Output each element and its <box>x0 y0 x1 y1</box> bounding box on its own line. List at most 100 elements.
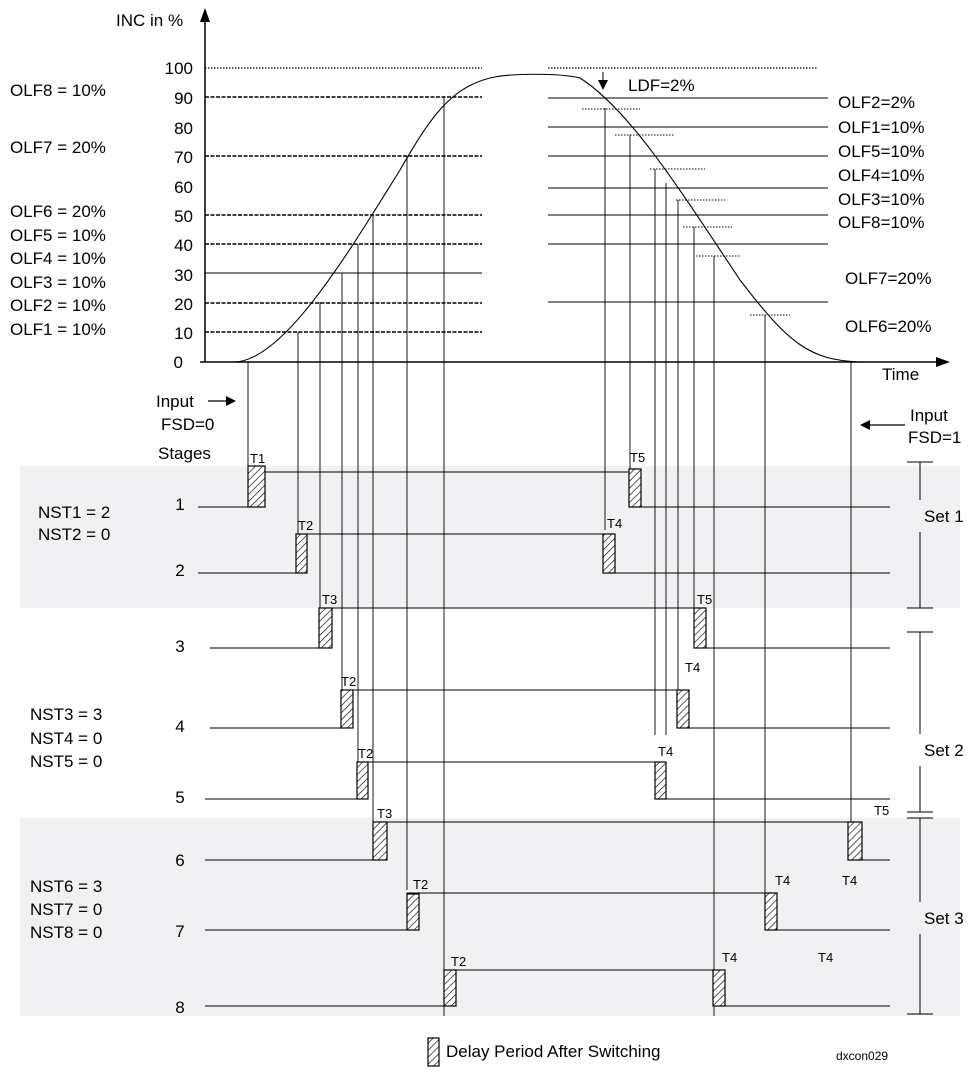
ldf-arrow-head <box>598 80 608 90</box>
olf8-right: OLF8=10% <box>838 213 924 232</box>
label-extra-1: T4 <box>842 873 857 888</box>
olf6-right: OLF6=20% <box>845 317 931 336</box>
legend: Delay Period After Switching <box>428 1038 661 1066</box>
olf5-left: OLF5 = 10% <box>10 226 106 245</box>
load-curve <box>205 74 860 362</box>
olf2-left: OLF2 = 10% <box>10 296 106 315</box>
stage-3: 3 <box>175 637 184 656</box>
olf7-right: OLF7=20% <box>845 269 931 288</box>
x-axis-arrow <box>936 357 950 367</box>
nst7: NST7 = 0 <box>30 900 102 919</box>
input-right-arrow-head <box>860 420 870 430</box>
delay-box-s7-off <box>765 893 777 930</box>
stage-6: 6 <box>175 851 184 870</box>
left-olf-labels: OLF8 = 10% OLF7 = 20% OLF6 = 20% OLF5 = … <box>10 81 106 339</box>
delay-box-s6-off <box>848 822 862 860</box>
label-s4-on: T2 <box>341 674 356 689</box>
olf4-right: OLF4=10% <box>838 166 924 185</box>
set-2-label: Set 2 <box>924 741 964 760</box>
set-1-label: Set 1 <box>924 507 964 526</box>
stage-2: 2 <box>175 561 184 580</box>
label-s3-on: T3 <box>322 592 337 607</box>
label-s6-on: T3 <box>377 806 392 821</box>
delay-box-s3-on <box>319 608 332 648</box>
olf4-left: OLF4 = 10% <box>10 249 106 268</box>
y-tick-100: 100 <box>165 59 193 78</box>
stage-numbers: 1 2 3 4 5 6 7 8 <box>175 495 184 1017</box>
stage-8: 8 <box>175 998 184 1017</box>
delay-box-s5-on <box>357 762 368 799</box>
label-s3-off: T5 <box>697 592 712 607</box>
input-left: Input FSD=0 <box>156 392 236 434</box>
olf1-left: OLF1 = 10% <box>10 320 106 339</box>
nst8: NST8 = 0 <box>30 923 102 942</box>
y-axis-title: INC in % <box>116 11 183 30</box>
input-left-fsd: FSD=0 <box>161 415 214 434</box>
nst1: NST1 = 2 <box>38 503 110 522</box>
y-tick-labels: 100 90 80 70 60 50 40 30 20 10 0 <box>165 59 193 372</box>
label-s5-off: T4 <box>658 744 673 759</box>
nst5: NST5 = 0 <box>30 752 102 771</box>
delay-box-s1-off <box>629 469 641 507</box>
falling-threshold-lines <box>548 68 828 302</box>
legend-hatch-swatch <box>428 1038 439 1066</box>
delay-box-s8-on <box>444 970 456 1006</box>
stage-4: 4 <box>175 717 184 736</box>
stages-title: Stages <box>158 444 211 463</box>
y-tick-20: 20 <box>174 295 193 314</box>
label-s2-on: T2 <box>298 518 313 533</box>
label-s1-off: T5 <box>630 450 645 465</box>
y-tick-10: 10 <box>174 324 193 343</box>
olf8-left: OLF8 = 10% <box>10 81 106 100</box>
label-s8-off: T4 <box>722 950 737 965</box>
olf6-left: OLF6 = 20% <box>10 202 106 221</box>
stage-7: 7 <box>175 922 184 941</box>
figure-id: dxcon029 <box>836 1049 888 1063</box>
y-axis-arrow <box>200 8 210 22</box>
x-axis-title: Time <box>882 365 919 384</box>
nst3: NST3 = 3 <box>30 705 102 724</box>
olf5-right: OLF5=10% <box>838 142 924 161</box>
y-tick-0: 0 <box>174 353 183 372</box>
set1-band <box>20 466 960 608</box>
set3-band <box>20 818 960 1016</box>
dropout-markers <box>582 109 790 315</box>
delay-box-s1-on <box>248 466 265 507</box>
delay-box-s2-on <box>296 534 307 573</box>
label-s5-on: T2 <box>358 746 373 761</box>
delay-box-s4-off <box>677 690 689 728</box>
y-tick-40: 40 <box>174 236 193 255</box>
input-right: Input FSD=1 <box>860 406 961 447</box>
label-s8-on: T2 <box>451 954 466 969</box>
delay-box-s7-on <box>407 894 419 930</box>
delay-box-s5-off <box>655 762 666 799</box>
y-tick-70: 70 <box>174 148 193 167</box>
label-s2-off: T4 <box>607 516 622 531</box>
delay-box-s4-on <box>341 690 353 728</box>
input-left-arrow-head <box>226 396 236 406</box>
nst4: NST4 = 0 <box>30 729 102 748</box>
ldf-label: LDF=2% <box>628 76 695 95</box>
olf3-right: OLF3=10% <box>838 190 924 209</box>
percent-chart: INC in % Time 100 90 80 70 60 50 40 30 2… <box>10 8 950 384</box>
label-s7-on: T2 <box>413 877 428 892</box>
label-s6-off: T5 <box>874 803 889 818</box>
delay-box-s3-off <box>694 608 706 648</box>
olf1-right: OLF1=10% <box>838 118 924 137</box>
rising-threshold-lines <box>205 68 482 332</box>
nst2: NST2 = 0 <box>38 525 110 544</box>
legend-label: Delay Period After Switching <box>446 1042 661 1061</box>
input-right-fsd: FSD=1 <box>908 428 961 447</box>
y-tick-30: 30 <box>174 266 193 285</box>
label-s7-off: T4 <box>775 873 790 888</box>
delay-box-s8-off <box>713 970 725 1006</box>
right-olf-labels: OLF2=2% OLF1=10% OLF5=10% OLF4=10% OLF3=… <box>838 93 931 336</box>
delay-box-s2-off <box>603 534 615 573</box>
label-s1-on: T1 <box>250 451 265 466</box>
set-3-label: Set 3 <box>924 909 964 928</box>
y-tick-80: 80 <box>174 119 193 138</box>
y-tick-50: 50 <box>174 207 193 226</box>
stage-5: 5 <box>175 788 184 807</box>
label-s4-off: T4 <box>685 660 700 675</box>
